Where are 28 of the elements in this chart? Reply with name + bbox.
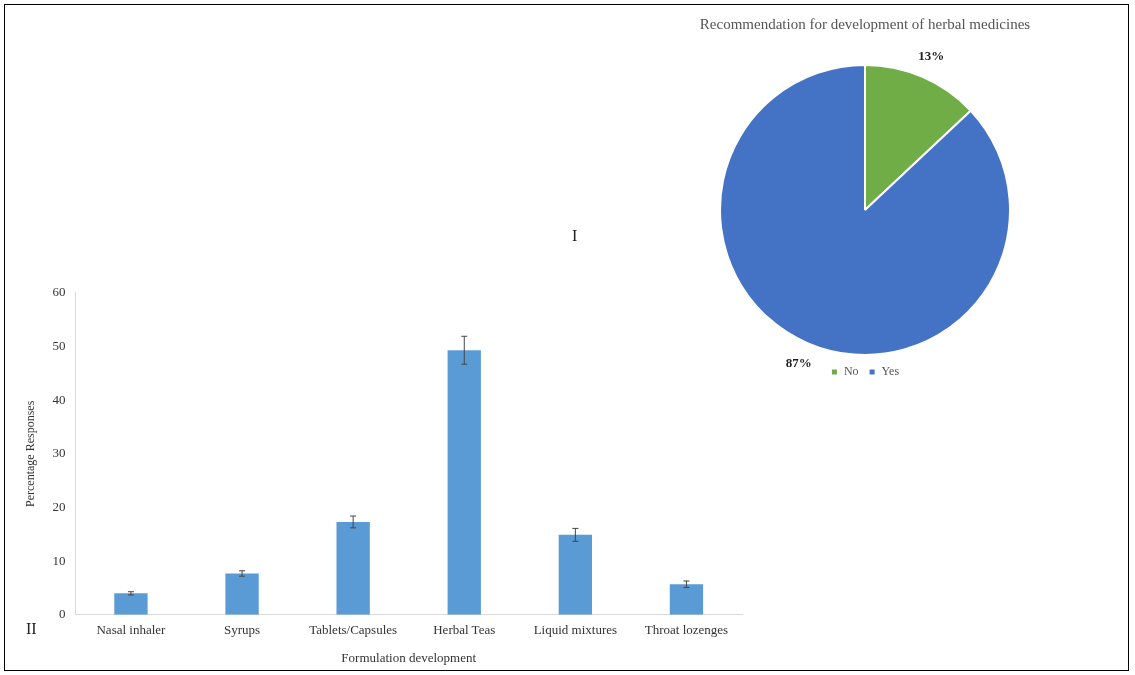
x-tick-label: Nasal inhaler	[96, 622, 167, 638]
x-axis-title: Formulation development	[341, 649, 477, 665]
y-tick-label: 20	[52, 498, 66, 514]
bar	[669, 584, 704, 615]
bar	[225, 573, 259, 615]
x-tick-label: Tablets/Capsules	[309, 622, 398, 638]
data-label: 87%	[785, 354, 812, 370]
text: I	[572, 227, 578, 245]
chart-title: Recommendation for development of herbal medicines	[699, 15, 1031, 32]
text: II	[26, 620, 37, 638]
y-tick-label: 60	[52, 284, 66, 300]
legend-label: No	[843, 364, 859, 379]
legend-label: Yes	[881, 364, 900, 379]
y-tick-label: 0	[58, 606, 66, 622]
bar	[114, 593, 148, 615]
x-tick-label: Liquid mixtures	[533, 622, 618, 638]
bar	[447, 350, 481, 615]
x-tick-label: Syrups	[223, 622, 261, 638]
data-label: 13%	[918, 48, 945, 64]
y-tick-label: 10	[52, 552, 66, 568]
y-axis-title: Percentage Responses	[23, 400, 38, 507]
y-tick-label: 50	[52, 337, 66, 353]
x-tick-label: Herbal Teas	[433, 622, 496, 638]
x-tick-label: Throat lozenges	[644, 622, 729, 638]
bar	[558, 534, 593, 615]
bar	[336, 521, 370, 615]
y-tick-label: 30	[52, 445, 66, 461]
y-tick-label: 40	[52, 391, 66, 407]
